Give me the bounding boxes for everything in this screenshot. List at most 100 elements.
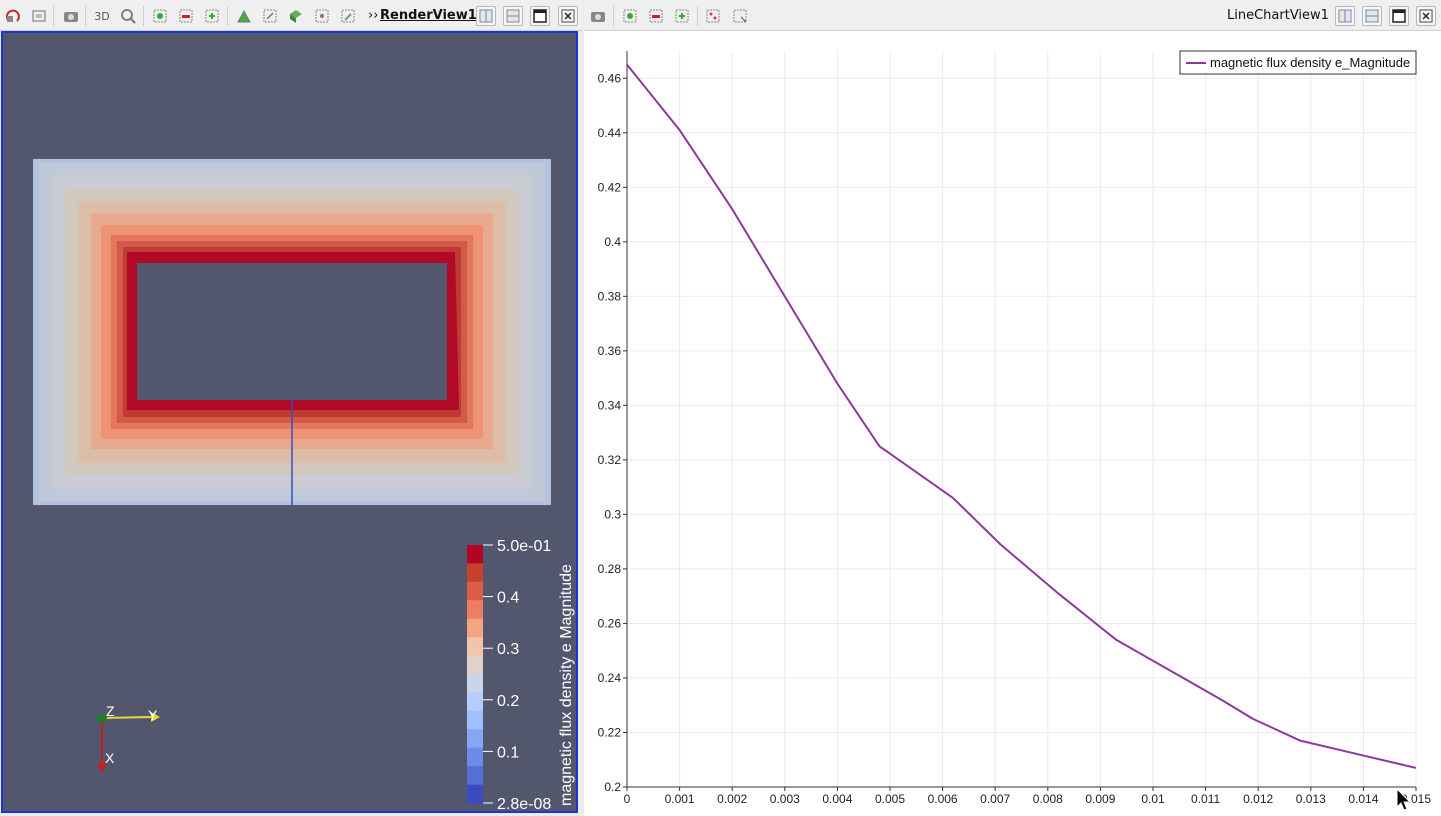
chart-axes [623, 51, 1417, 791]
mouse-cursor-icon [1396, 787, 1412, 811]
hole-region [137, 263, 447, 400]
select-cells-icon[interactable] [202, 6, 222, 26]
y-axis-arrow [151, 712, 160, 722]
x-tick-label: 0.008 [1033, 792, 1063, 806]
chart-clear-selection-icon[interactable] [730, 6, 750, 26]
chart-series [626, 64, 1417, 769]
select-frustum-icon[interactable] [260, 6, 280, 26]
y-tick-label: 0.36 [598, 344, 622, 358]
chart-select-polygon-icon[interactable] [703, 6, 723, 26]
colorbar-swatch [467, 618, 483, 638]
colorbar-tick-label: 0.4 [497, 590, 519, 607]
colorbar [467, 545, 483, 804]
colorbar-tick-label: 2.8e-08 [497, 796, 551, 811]
y-tick-label: 0.4 [604, 235, 621, 249]
mode-3d-button[interactable]: 3D [92, 6, 112, 26]
split-horizontal-icon[interactable] [476, 6, 496, 26]
x-tick-label: 0 [624, 792, 631, 806]
y-axis-line [101, 716, 152, 719]
colorbar-tick-label: 5.0e-01 [497, 538, 551, 555]
x-axis-label: X [105, 750, 115, 766]
colorbar-swatch [467, 674, 483, 693]
y-tick-label: 0.46 [598, 71, 622, 85]
zoom-to-data-icon[interactable] [29, 6, 49, 26]
colorbar-swatch [467, 655, 483, 675]
x-tick-label: 0.01 [1141, 792, 1165, 806]
chart-close-icon[interactable] [1416, 6, 1436, 26]
legend-box [1179, 50, 1417, 75]
grow-selection-icon[interactable] [312, 6, 332, 26]
zoom-box-icon[interactable] [118, 6, 138, 26]
interactive-select-icon[interactable] [234, 6, 254, 26]
colorbar-swatch [467, 784, 483, 804]
render-view-title[interactable]: RenderView1 [380, 8, 477, 23]
chart-maximize-icon[interactable] [1389, 6, 1409, 26]
colorbar-swatch [467, 563, 483, 583]
y-axis-label: Y [148, 707, 158, 723]
colorbar-swatch [467, 710, 483, 730]
z-axis-dot [97, 713, 107, 723]
x-tick-label: 0.014 [1348, 792, 1378, 806]
render-view-canvas[interactable]: 5.0e-01 0.4 0.3 0.2 0.1 2.8e-08 magnetic flux… [1, 31, 578, 813]
close-icon[interactable] [558, 6, 578, 26]
colorbar-swatch [467, 600, 483, 620]
mode-3d-label: 3D [94, 9, 110, 23]
colorbar-swatch [467, 729, 483, 749]
overflow-glyph: ›› [368, 8, 379, 23]
x-tick-label: 0.012 [1243, 792, 1273, 806]
chart-select-cells-icon[interactable] [672, 6, 692, 26]
colorbar-swatch [467, 581, 483, 601]
deselect-icon[interactable] [176, 6, 196, 26]
y-tick-label: 0.2 [604, 780, 621, 794]
y-tick-label: 0.42 [598, 180, 622, 194]
x-tick-label: 0.007 [980, 792, 1010, 806]
toolbar-overflow-button[interactable]: ›› [368, 8, 378, 23]
colorbar-ticks: 5.0e-01 0.4 0.3 0.2 0.1 2.8e-08 [483, 538, 551, 811]
x-tick-label: 0.011 [1191, 792, 1220, 806]
colorbar-tick-label: 0.1 [497, 744, 519, 761]
x-tick-label: 0.003 [770, 792, 800, 806]
chart-grid [626, 51, 1417, 788]
y-tick-label: 0.22 [598, 725, 622, 739]
select-points-icon[interactable] [150, 6, 170, 26]
reset-camera-icon[interactable] [3, 6, 23, 26]
legend-label: magnetic flux density e_Magnitude [1210, 55, 1410, 70]
chart-split-horizontal-icon[interactable] [1335, 6, 1355, 26]
chart-view-toolbar: LineChartView1 [584, 0, 1441, 31]
colorbar-swatch [467, 766, 483, 786]
x-tick-label: 0.005 [875, 792, 905, 806]
x-tick-label: 0.013 [1296, 792, 1326, 806]
colorbar-tick-label: 0.2 [497, 693, 519, 710]
colorbar-swatch [467, 747, 483, 767]
x-tick-label: 0.009 [1085, 792, 1115, 806]
x-tick-label: 0.006 [928, 792, 958, 806]
chart-view-title[interactable]: LineChartView1 [1227, 8, 1329, 23]
chart-tick-labels: 0 0.001 0.002 0.003 0.004 0.005 0.006 0.007 0.00… [598, 71, 1432, 806]
z-axis-label: Z [106, 703, 115, 719]
series-line [626, 64, 1417, 769]
colorbar-swatch [467, 692, 483, 712]
x-axis-arrow [97, 763, 107, 773]
maximize-icon[interactable] [530, 6, 550, 26]
colorbar-swatch [467, 545, 483, 564]
chart-split-vertical-icon[interactable] [1362, 6, 1382, 26]
line-chart: 0 0.001 0.002 0.003 0.004 0.005 0.006 0.007 0.00… [598, 50, 1432, 811]
y-tick-label: 0.34 [598, 398, 622, 412]
shrink-selection-icon[interactable] [338, 6, 358, 26]
chart-camera-icon[interactable] [588, 6, 608, 26]
chart-deselect-icon[interactable] [646, 6, 666, 26]
camera-icon[interactable] [61, 6, 81, 26]
y-tick-label: 0.3 [604, 507, 621, 521]
chart-select-points-icon[interactable] [620, 6, 640, 26]
y-tick-label: 0.24 [598, 671, 622, 685]
select-block-icon[interactable] [286, 6, 306, 26]
x-tick-label: 0.001 [665, 792, 695, 806]
y-tick-label: 0.26 [598, 616, 622, 630]
split-vertical-icon[interactable] [503, 6, 523, 26]
line-chart-view[interactable]: 0 0.001 0.002 0.003 0.004 0.005 0.006 0.007 0.00… [584, 31, 1441, 816]
colorbar-swatch [467, 637, 483, 657]
y-tick-label: 0.28 [598, 562, 622, 576]
y-tick-label: 0.44 [598, 126, 622, 140]
y-tick-label: 0.38 [598, 289, 622, 303]
chart-legend[interactable]: magnetic flux density e_Magnitude [1179, 50, 1417, 75]
